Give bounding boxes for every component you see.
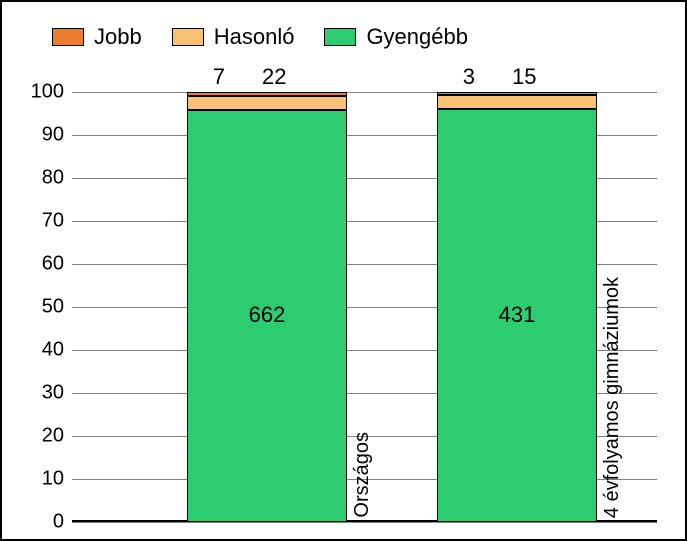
chart-frame: Jobb Hasonló Gyengébb 0 10 20 30 40 50 60 70 80 9…: [0, 0, 687, 541]
legend-swatch-hasonlo: [172, 28, 204, 46]
y-tick-label: 80: [14, 167, 72, 190]
bar-segment-jobb: [437, 92, 597, 95]
y-tick-label: 90: [14, 124, 72, 147]
category-label: 4 évfolyamos gimnáziumok: [601, 277, 624, 518]
bar-segment-hasonlo: [437, 95, 597, 109]
legend-item-gyengebb: Gyengébb: [324, 24, 468, 50]
segment-value-label: 22: [262, 64, 286, 90]
plot-area: 0102030405060708090100662227Országos4311…: [72, 92, 657, 522]
legend-swatch-jobb: [52, 28, 84, 46]
y-tick-label: 0: [14, 511, 72, 534]
segment-value-label: 3: [463, 64, 475, 90]
legend-item-hasonlo: Hasonló: [172, 24, 295, 50]
y-tick-label: 30: [14, 382, 72, 405]
segment-value-label: 662: [187, 302, 347, 328]
legend-label-jobb: Jobb: [94, 24, 142, 50]
segment-value-label: 15: [512, 64, 536, 90]
y-tick-label: 60: [14, 253, 72, 276]
bar-group: 662227: [187, 92, 347, 522]
category-label: Országos: [351, 432, 374, 518]
bar-segment-jobb: [187, 92, 347, 96]
legend: Jobb Hasonló Gyengébb: [52, 24, 468, 50]
segment-value-label: 7: [213, 64, 225, 90]
y-tick-label: 20: [14, 425, 72, 448]
y-tick-label: 40: [14, 339, 72, 362]
legend-swatch-gyengebb: [324, 28, 356, 46]
y-tick-label: 100: [14, 81, 72, 104]
grid-line: [72, 522, 657, 523]
bar-segment-hasonlo: [187, 96, 347, 110]
y-tick-label: 50: [14, 296, 72, 319]
y-tick-label: 70: [14, 210, 72, 233]
y-tick-label: 10: [14, 468, 72, 491]
segment-value-label: 431: [437, 302, 597, 328]
legend-label-hasonlo: Hasonló: [214, 24, 295, 50]
legend-item-jobb: Jobb: [52, 24, 142, 50]
legend-label-gyengebb: Gyengébb: [366, 24, 468, 50]
bar-group: 431153: [437, 92, 597, 522]
